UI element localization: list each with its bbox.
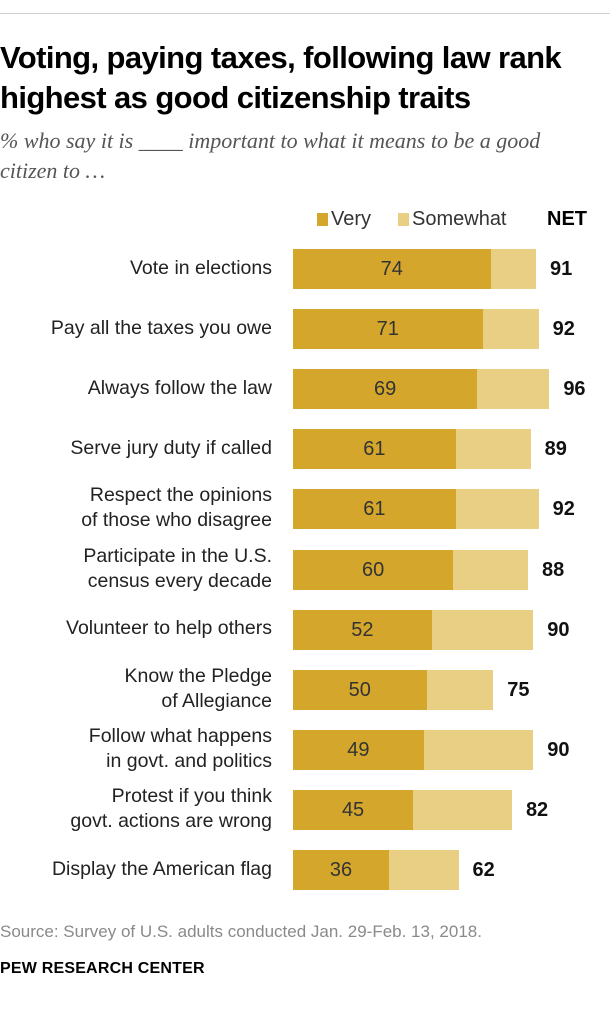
data-label-very: 61	[363, 498, 386, 521]
data-label-net: 92	[552, 498, 575, 521]
data-label-net: 88	[541, 558, 565, 581]
bar-very	[293, 489, 456, 530]
category-label: Protest if you think govt. actions are wr…	[0, 784, 272, 834]
data-label-net: 82	[525, 798, 549, 821]
data-label-net: 89	[544, 438, 567, 461]
data-label-net: 91	[549, 258, 573, 280]
category-label: Vote in elections	[0, 256, 272, 281]
bar-very	[293, 789, 414, 830]
bar-somewhat	[477, 369, 550, 410]
chart-title: Voting, paying taxes, following law rank…	[0, 40, 562, 115]
category-label: Serve jury duty if called	[0, 436, 272, 461]
category-label-line: Participate in the U.S.	[83, 544, 272, 567]
data-label-net: 75	[507, 678, 530, 701]
bar-somewhat	[426, 669, 494, 710]
data-label-very: 36	[329, 859, 353, 881]
category-label: Pay all the taxes you owe	[0, 316, 272, 341]
bar-somewhat	[413, 789, 512, 830]
category-label: Know the Pledge of Allegiance	[0, 664, 272, 714]
data-label-very: 49	[347, 738, 370, 761]
bar-very	[293, 669, 427, 710]
legend-swatch-somewhat	[398, 213, 409, 226]
category-label-line: of those who disagree	[81, 509, 272, 532]
category-label-line: Protest if you think	[111, 784, 272, 807]
data-label-very: 71	[376, 318, 399, 341]
bar-somewhat	[423, 729, 534, 770]
category-label-line: in govt. and politics	[106, 749, 272, 772]
data-label-net: 92	[552, 318, 575, 341]
data-label-very: 61	[363, 438, 386, 461]
bar-somewhat	[490, 249, 536, 289]
bar-somewhat	[431, 609, 534, 650]
bar-very	[293, 549, 454, 590]
category-label-line: Always follow the law	[87, 376, 272, 399]
category-label-line: Volunteer to help others	[66, 617, 272, 640]
data-label-very: 45	[341, 798, 365, 821]
legend-label-very: Very	[331, 208, 372, 230]
category-label-line: Vote in elections	[129, 256, 272, 279]
chart-subtitle: % who say it is ____ important to what i…	[0, 128, 541, 183]
bar-very	[293, 609, 432, 650]
source-note: Source: Survey of U.S. adults conducted …	[0, 922, 482, 941]
bar-very	[293, 729, 424, 770]
data-label-very: 50	[348, 678, 371, 701]
data-label-very: 74	[380, 258, 403, 280]
data-label-very: 60	[361, 558, 385, 581]
data-label-net: 62	[472, 859, 495, 881]
category-label-line: Pay all the taxes you owe	[50, 316, 272, 339]
category-label: Respect the opinions of those who disagre…	[0, 483, 272, 533]
data-label-net: 96	[563, 378, 586, 401]
bar-somewhat	[453, 549, 528, 590]
bar-very	[293, 850, 390, 890]
bar-somewhat	[389, 850, 459, 890]
category-label-line: census every decade	[87, 569, 272, 592]
category-label-line: Follow what happens	[88, 724, 272, 747]
credit-label: PEW RESEARCH CENTER	[0, 960, 205, 977]
data-label-very: 69	[373, 378, 397, 401]
category-label-line: Serve jury duty if called	[70, 436, 272, 459]
bar-very	[293, 249, 491, 289]
category-label: Volunteer to help others	[0, 616, 272, 641]
category-label: Display the American flag	[0, 857, 272, 882]
category-label-line: of Allegiance	[161, 689, 272, 712]
legend-label-somewhat: Somewhat	[412, 208, 507, 230]
category-label-line: Respect the opinions	[89, 484, 272, 507]
category-label-line: Display the American flag	[51, 857, 272, 880]
bar-very	[293, 429, 456, 470]
bar-somewhat	[455, 429, 531, 470]
category-label: Always follow the law	[0, 376, 272, 401]
top-rule	[0, 13, 610, 14]
legend-swatch-very	[317, 213, 328, 226]
bar-somewhat	[482, 309, 539, 350]
bar-very	[293, 369, 478, 410]
bar-somewhat	[455, 489, 539, 530]
data-label-very: 52	[351, 618, 374, 641]
category-label: Participate in the U.S. census every deca…	[0, 544, 272, 594]
category-label-line: govt. actions are wrong	[70, 809, 272, 832]
data-label-net: 90	[547, 618, 570, 641]
category-label-line: Know the Pledge	[124, 664, 272, 687]
legend-label-net: NET	[547, 208, 587, 230]
category-label: Follow what happens in govt. and politics	[0, 724, 272, 774]
bar-very	[293, 309, 483, 350]
data-label-net: 90	[547, 738, 570, 761]
